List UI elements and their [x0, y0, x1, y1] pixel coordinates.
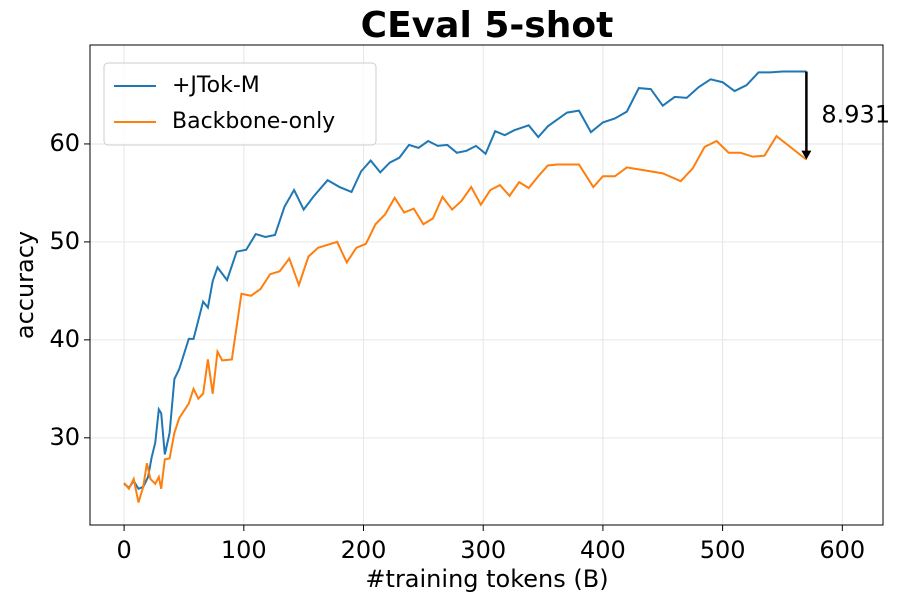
y-tick-label: 50	[49, 227, 80, 255]
x-tick-label: 200	[341, 536, 387, 564]
series-line	[123, 134, 808, 503]
annotation: 8.931	[821, 101, 890, 129]
legend-box	[103, 62, 377, 146]
x-tick-label: 100	[221, 536, 267, 564]
chart-title: CEval 5-shot	[361, 5, 614, 46]
y-tick-label: 40	[49, 325, 80, 353]
x-tick-label: 500	[700, 536, 746, 564]
legend-label: +JTok-M	[172, 73, 260, 98]
x-tick-label: 600	[819, 536, 865, 564]
x-axis-label: #training tokens (B)	[365, 565, 608, 593]
x-tick-label: 400	[580, 536, 626, 564]
y-tick-label: 30	[49, 423, 80, 451]
series-line	[123, 70, 807, 491]
y-tick-label: 60	[49, 129, 80, 157]
legend-label: Backbone-only	[172, 109, 335, 134]
x-tick-label: 300	[460, 536, 506, 564]
annotation-arrowhead	[801, 150, 812, 160]
x-tick-label: 0	[116, 536, 131, 564]
y-axis-label: accuracy	[11, 231, 39, 339]
plot-frame	[89, 44, 884, 526]
